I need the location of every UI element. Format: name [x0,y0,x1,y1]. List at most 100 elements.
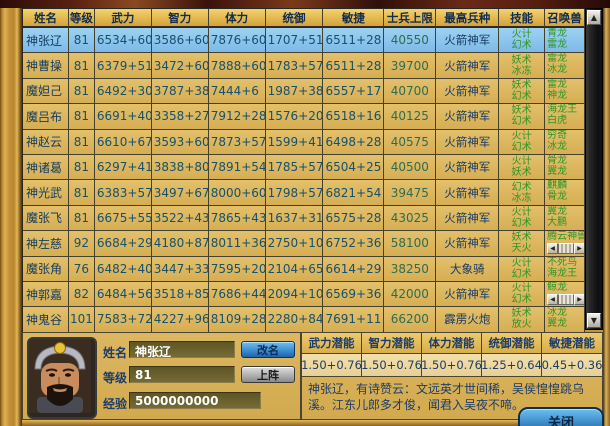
skill-label: 火计 [511,257,532,269]
column-header: 士兵上限 [384,9,437,28]
skills-cell: 幻术 冰冻 [499,180,546,206]
cell: 6504+25 [323,154,385,181]
column-header: 统御 [265,9,324,28]
column-header: 最高兵种 [436,9,500,28]
close-button[interactable]: 关闭 [518,407,604,426]
cell: 6675+55 [94,205,152,232]
cell: 6821+54 [323,180,385,206]
general-row[interactable]: 神郭嘉 82 6484+56 3518+85 7686+44 2094+10 6569+36… [23,281,586,308]
window-frame-bottom [22,420,603,426]
general-row[interactable]: 神光武 81 6383+57 3497+67 8000+60 1798+57 6821+54… [23,180,586,206]
cell: 神张辽 [23,28,69,54]
level-field: 81 [129,366,235,383]
general-row[interactable]: 魔张飞 81 6675+55 3522+43 7865+43 1637+31 6575+28… [23,205,586,232]
cell: 7888+60 [208,53,266,79]
summons-cell: 麒麟 骨龙 [545,180,586,206]
name-field: 神张辽 [129,341,235,358]
potential-header: 体力潜能 [422,333,482,354]
scroll-left-button[interactable]: ◀ [547,243,559,255]
skill-label: 火计 [511,130,532,142]
cell: 3518+85 [151,281,209,308]
column-header: 等级 [68,9,95,28]
general-row[interactable]: 神左慈 92 6684+29 4180+87 8011+36 2750+10 6752+36… [23,231,586,257]
cell: 6383+57 [94,180,152,206]
cell: 魔张飞 [23,205,69,232]
scrollbar-track[interactable] [589,27,599,311]
summon-label: 冰龙 [547,307,568,319]
generals-roster-table: 姓名 等级 武力 智力 体力 统御 敏捷 士兵上限 最高兵种 技能 召唤兽 神张辽 81 6534+60… [22,8,586,333]
summon-label: 穷奇 [547,129,568,141]
general-row[interactable]: 神张辽 81 6534+60 3586+60 7876+60 1707+51 6511+28… [23,28,586,54]
cell: 82 [68,281,95,308]
cell: 8011+36 [208,231,266,257]
skills-cell: 火计 幻术 [499,129,546,155]
summon-label: 骨龙 [547,154,568,166]
column-header: 智力 [151,9,209,28]
summon-label: 不死鸟 [547,256,578,268]
cell: 神郭嘉 [23,281,69,308]
potential-value: 1.25+0.64 [482,354,542,377]
summon-scrollbar[interactable]: ◀ ▶ [547,293,585,305]
potential-value-row: 1.50+0.76 1.50+0.76 1.50+0.76 1.25+0.64 0.45… [302,354,602,377]
general-row[interactable]: 神鬼谷 101 7583+72 4227+96 8109+28 2280+84 7691+1… [23,307,586,333]
cell: 2104+65 [265,256,324,282]
potential-value: 1.50+0.76 [362,354,422,377]
scroll-thumb[interactable] [558,293,575,305]
deploy-button[interactable]: 上阵 [241,366,295,383]
cell: 火箭神军 [436,231,500,257]
general-row[interactable]: 魔吕布 81 6691+40 3358+27 7912+28 1576+20 6518+16… [23,104,586,130]
cell: 81 [68,78,95,105]
scroll-right-button[interactable]: ▶ [574,293,585,305]
potential-header: 敏捷潜能 [542,333,602,354]
cell: 3522+43 [151,205,209,232]
general-row[interactable]: 魔张角 76 6482+40 3447+33 7595+20 2104+65 6614+29… [23,256,586,282]
cell: 66200 [384,307,437,333]
skill-label: 天火 [511,243,532,255]
summon-scrollbar[interactable]: ◀ ▶ [547,243,585,255]
general-row[interactable]: 神诸葛 81 6297+41 3838+80 7891+54 1785+57 6504+25… [23,154,586,181]
cell: 6534+60 [94,28,152,54]
cell: 大象骑 [436,256,500,282]
cell: 40575 [384,129,437,155]
general-row[interactable]: 神赵云 81 6610+67 3593+60 7873+57 1599+41 6498+28… [23,129,586,155]
skill-label: 幻术 [511,141,532,153]
exp-field: 5000000000 [129,392,261,409]
column-header: 武力 [94,9,152,28]
scroll-down-button[interactable]: ▼ [587,313,601,328]
character-portrait [27,337,97,419]
cell: 7444+6 [208,78,266,105]
cell: 76 [68,256,95,282]
cell: 43025 [384,205,437,232]
summons-cell: 冰龙 翼龙 [545,307,586,333]
summon-label: 翼龙 [547,205,568,217]
cell: 6614+29 [323,256,385,282]
cell: 101 [68,307,95,333]
scroll-left-button[interactable]: ◀ [547,293,559,305]
cell: 魔妲己 [23,78,69,105]
cell: 1599+41 [265,129,324,155]
summons-cell: 不死鸟 海龙王 [545,256,586,282]
summon-label: 雷龙 [547,53,568,65]
skills-cell: 妖术 幻术 [499,104,546,130]
cell: 1798+57 [265,180,324,206]
scroll-thumb[interactable] [558,243,575,255]
skill-label: 火计 [511,156,532,168]
cell: 6752+36 [323,231,385,257]
general-row[interactable]: 神曹操 81 6379+51 3472+60 7888+60 1783+57 6511+28… [23,53,586,79]
name-label: 姓名 [103,346,128,360]
vertical-scrollbar[interactable]: ▲ ▼ [585,8,603,330]
cell: 7912+28 [208,104,266,130]
potential-value: 1.50+0.76 [302,354,362,377]
cell: 7583+72 [94,307,152,333]
rename-button[interactable]: 改名 [241,341,295,358]
scroll-right-button[interactable]: ▶ [574,243,585,255]
general-row[interactable]: 魔妲己 81 6492+30 3787+38 7444+6 1987+38 6557+17 4… [23,78,586,105]
skills-cell: 火计 幻术 [499,256,546,282]
summons-cell: 腾云神兽 ◀ ▶ [545,231,586,257]
cell: 3447+33 [151,256,209,282]
cell: 39700 [384,53,437,79]
skill-label: 冰冻 [511,65,532,77]
scroll-up-button[interactable]: ▲ [587,10,601,25]
cell: 7865+43 [208,205,266,232]
window-frame-left [0,8,22,426]
